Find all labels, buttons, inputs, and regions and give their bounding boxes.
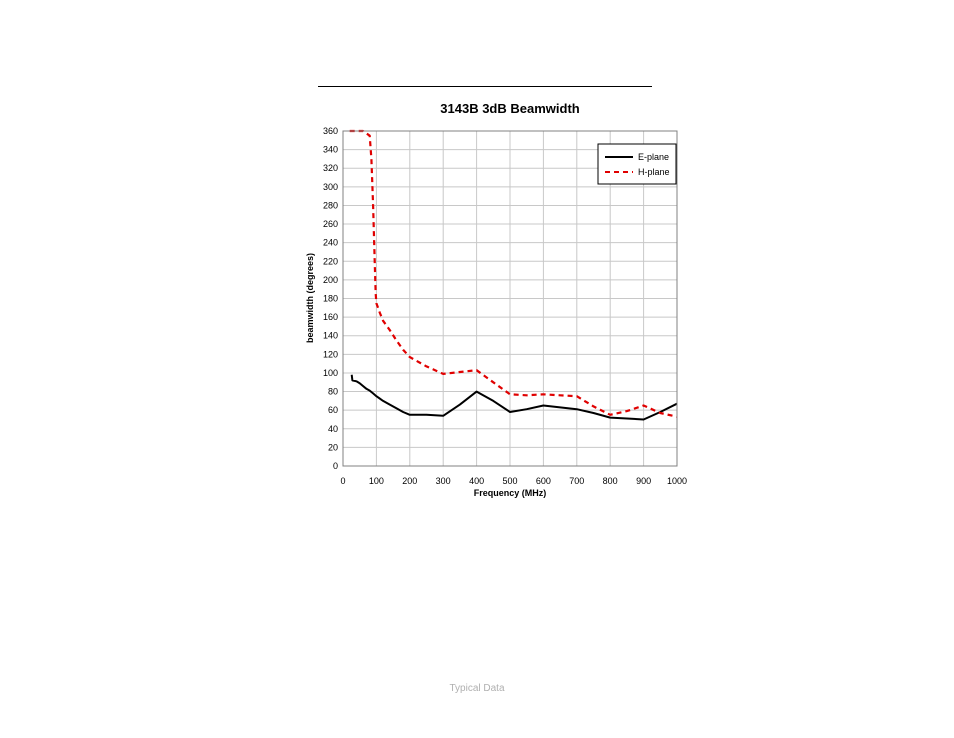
y-tick-label: 200 (323, 275, 338, 285)
y-tick-label: 120 (323, 349, 338, 359)
data-series (349, 129, 678, 421)
x-tick-label: 900 (636, 476, 651, 486)
y-tick-label: 320 (323, 163, 338, 173)
y-tick-label: 360 (323, 126, 338, 136)
y-tick-label: 20 (328, 442, 338, 452)
y-tick-label: 80 (328, 387, 338, 397)
e-plane-line (350, 374, 678, 421)
y-tick-label: 280 (323, 200, 338, 210)
y-tick-label: 60 (328, 405, 338, 415)
y-tick-label: 240 (323, 238, 338, 248)
y-axis-label: beamwidth (degrees) (305, 253, 315, 343)
x-axis-label: Frequency (MHz) (474, 488, 547, 498)
y-tick-label: 0 (333, 461, 338, 471)
x-tick-label: 800 (603, 476, 618, 486)
x-tick-label: 0 (340, 476, 345, 486)
tick-labels: 0 100 200 300 400 500 600 700 800 900 1000 0 20 40 60 8… (323, 126, 687, 486)
x-tick-label: 700 (569, 476, 584, 486)
figure-caption: Typical Data (449, 683, 505, 694)
y-tick-label: 180 (323, 294, 338, 304)
x-tick-label: 400 (469, 476, 484, 486)
y-tick-label: 160 (323, 312, 338, 322)
y-tick-label: 40 (328, 424, 338, 434)
x-tick-label: 300 (436, 476, 451, 486)
h-plane-line (349, 129, 678, 418)
legend-box (597, 143, 677, 185)
x-tick-label: 1000 (667, 476, 687, 486)
x-tick-label: 500 (502, 476, 517, 486)
legend: E-plane H-plane (597, 143, 677, 185)
top-divider-line (318, 86, 652, 87)
y-tick-label: 340 (323, 145, 338, 155)
y-tick-label: 140 (323, 331, 338, 341)
x-tick-label: 200 (402, 476, 417, 486)
y-tick-label: 100 (323, 368, 338, 378)
y-tick-label: 220 (323, 256, 338, 266)
plot-frame (342, 130, 678, 467)
chart-title: 3143B 3dB Beamwidth (440, 101, 579, 116)
legend-label: E-plane (638, 152, 669, 162)
y-tick-label: 260 (323, 219, 338, 229)
legend-label: H-plane (638, 167, 670, 177)
y-tick-label: 300 (323, 182, 338, 192)
x-tick-label: 600 (536, 476, 551, 486)
x-tick-label: 100 (369, 476, 384, 486)
